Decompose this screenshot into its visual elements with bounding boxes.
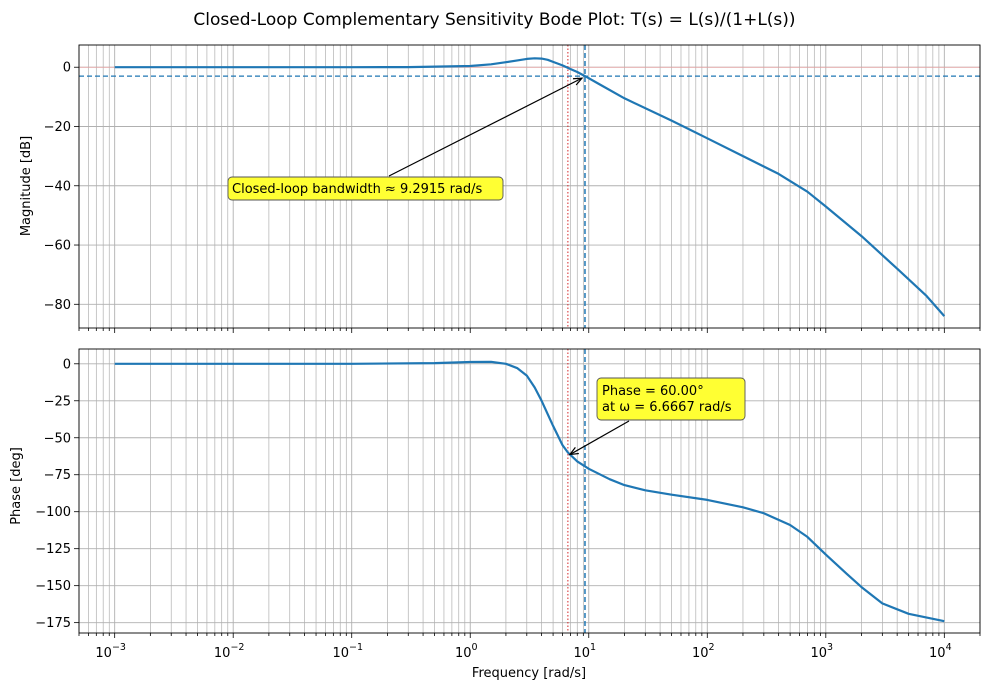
magnitude-grid (78, 45, 981, 328)
magnitude-panel: Closed-loop bandwidth ≈ 9.2915 rad/s 0 −2… (19, 44, 981, 333)
chart-title: Closed-Loop Complementary Sensitivity Bo… (193, 10, 795, 30)
y-tick-label: −175 (35, 616, 71, 631)
bandwidth-annotation-text: Closed-loop bandwidth ≈ 9.2915 rad/s (232, 182, 483, 197)
y-tick-label: −150 (35, 579, 71, 594)
y-tick-label: −50 (44, 431, 71, 446)
y-tick-label: −75 (44, 468, 71, 483)
phase-series (114, 360, 945, 623)
y-tick-label: −40 (44, 179, 71, 194)
x-tick-label: 103 (811, 642, 834, 661)
x-tick-label: 102 (692, 642, 715, 661)
magnitude-ticks: 0 −20 −40 −60 −80 (44, 44, 981, 333)
annotation-arrow (569, 420, 630, 456)
x-tick-label: 10−1 (332, 642, 363, 661)
y-tick-label: −20 (44, 120, 71, 135)
annotation-arrow (388, 77, 583, 177)
magnitude-reference-lines (79, 45, 980, 328)
phase-annotation-box (596, 377, 746, 421)
phase-ticks: 0 −25 −50 −75 −100 −125 −150 −175 10−3 10−2 10−1 10… (35, 348, 981, 661)
y-tick-label: −100 (35, 505, 71, 520)
x-tick-label: 101 (573, 642, 596, 661)
phase-annotation-text: Phase = 60.00° at ω = 6.6667 rad/s (602, 384, 732, 415)
arrow-head (572, 77, 584, 86)
x-tick-label: 104 (929, 642, 952, 661)
bandwidth-annotation: Closed-loop bandwidth ≈ 9.2915 rad/s (227, 77, 584, 201)
phase-y-label: Phase [deg] (9, 447, 24, 525)
axes-frame (78, 44, 981, 329)
y-tick-label: 0 (63, 357, 71, 372)
axes-frame (78, 348, 981, 634)
phase-curve (114, 360, 945, 623)
x-tick-label: 10−2 (214, 642, 245, 661)
phase-panel: Phase = 60.00° at ω = 6.6667 rad/s 0 −25 −5… (9, 348, 981, 681)
magnitude-series (114, 57, 946, 317)
x-tick-label: 10−3 (95, 642, 126, 661)
y-tick-label: −80 (44, 298, 71, 313)
y-tick-label: −125 (35, 542, 71, 557)
y-tick-label: 0 (63, 61, 71, 76)
y-tick-label: −25 (44, 394, 71, 409)
x-axis-label: Frequency [rad/s] (472, 666, 586, 681)
phase-reference-lines (567, 349, 586, 633)
phase-grid (78, 349, 981, 633)
arrow-head (568, 447, 579, 456)
y-tick-label: −60 (44, 239, 71, 254)
bandwidth-annotation-box (227, 176, 504, 201)
x-tick-label: 100 (455, 642, 478, 661)
magnitude-y-label: Magnitude [dB] (19, 136, 34, 236)
magnitude-curve (114, 57, 946, 317)
phase-annotation: Phase = 60.00° at ω = 6.6667 rad/s (568, 377, 746, 456)
